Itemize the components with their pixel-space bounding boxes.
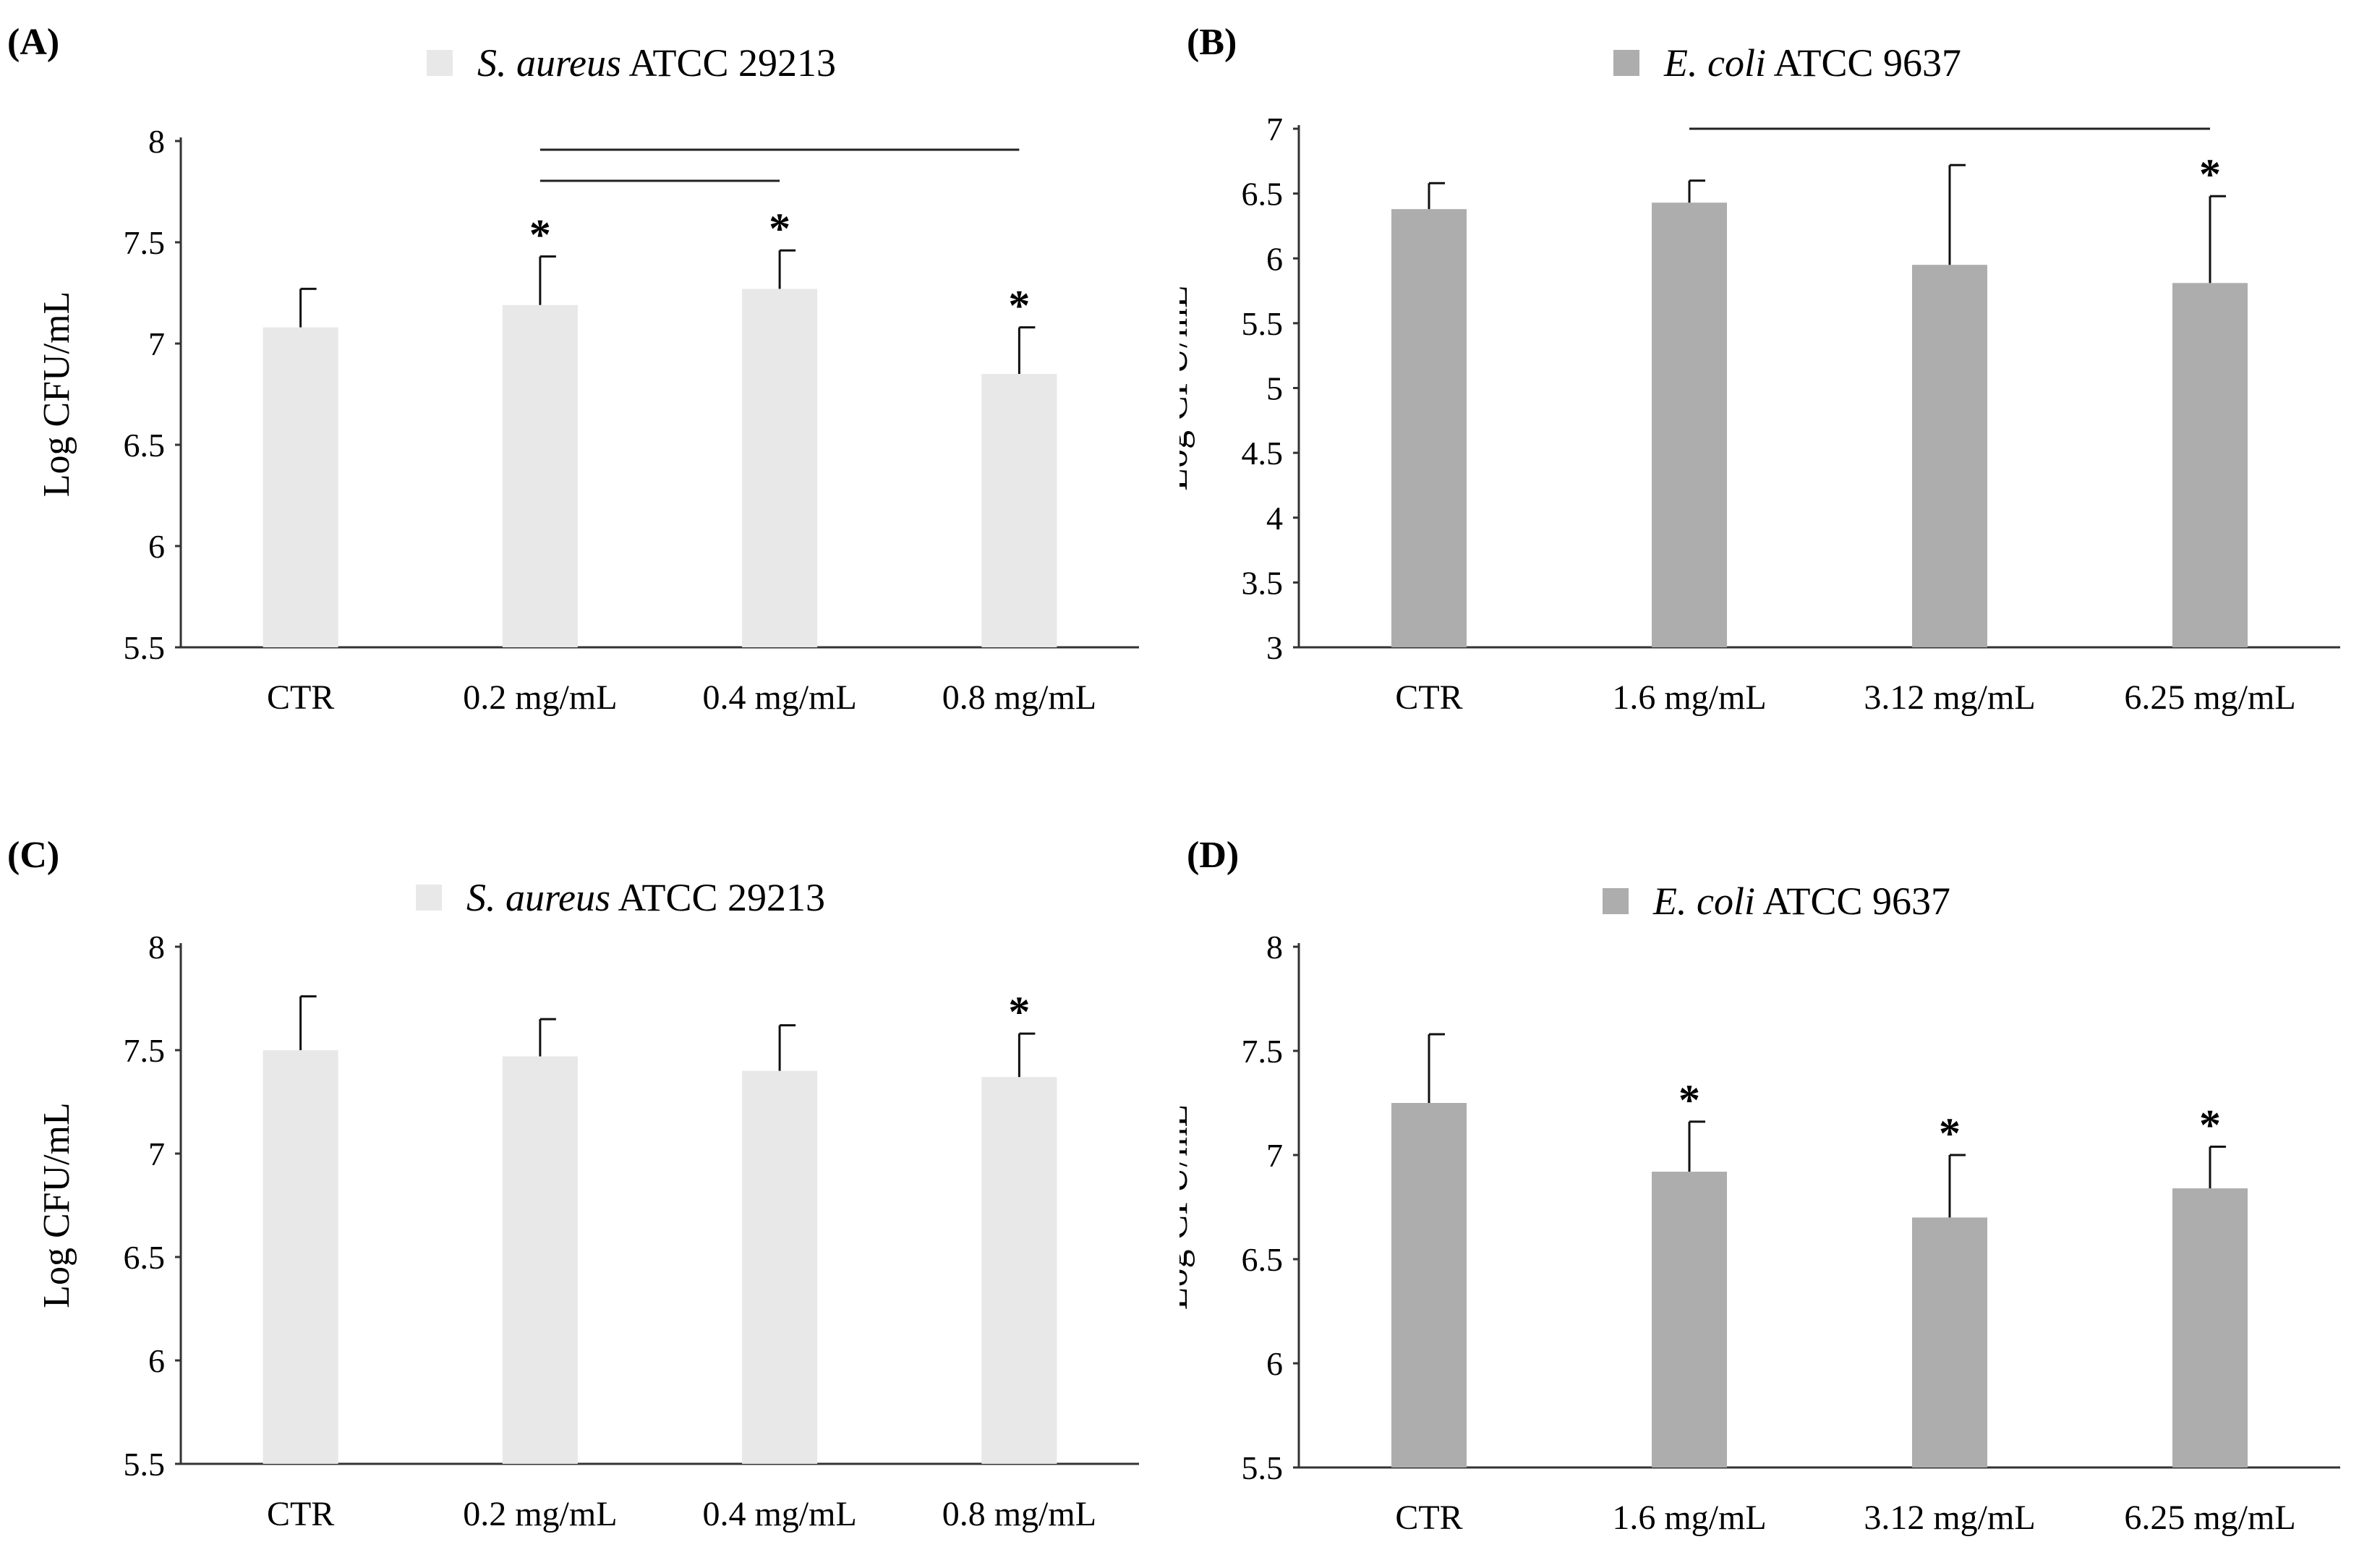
category-label: 0.4 mg/mL — [702, 1495, 856, 1533]
bar — [1912, 1217, 1987, 1467]
category-label: 0.8 mg/mL — [942, 1495, 1096, 1533]
legend-strain: ATCC 9637 — [1755, 879, 1950, 923]
legend-strain: ATCC 29213 — [610, 876, 825, 919]
bar — [981, 374, 1057, 647]
legend-swatch — [416, 885, 442, 911]
bar — [742, 1070, 818, 1464]
category-label: 0.2 mg/mL — [463, 1495, 617, 1533]
y-tick-label: 7.5 — [124, 1032, 166, 1069]
bar — [263, 327, 338, 647]
bar — [1652, 1172, 1727, 1467]
legend-label: E. coli ATCC 9637 — [1663, 41, 1961, 85]
category-label: 6.25 mg/mL — [2124, 1499, 2295, 1537]
y-axis-title: Log CFU/mL — [36, 1102, 77, 1308]
y-tick-label: 4 — [1266, 500, 1283, 537]
y-tick-label: 4.5 — [1242, 435, 1284, 472]
y-tick-label: 7 — [1266, 1137, 1283, 1174]
y-tick-label: 7 — [148, 325, 165, 362]
panel-label: (B) — [1187, 22, 1237, 63]
panel-c: (C) S. aureus ATCC 29213 5.5 6 6.5 7 7.5 8 Log C… — [0, 784, 1180, 1568]
y-axis-title: Log CFU/mL — [36, 291, 77, 498]
y-tick-label: 8 — [148, 123, 165, 160]
legend-label: S. aureus ATCC 29213 — [466, 876, 825, 919]
y-axis-title: Log CFU/mL — [1180, 1104, 1195, 1311]
y-tick-label: 6.5 — [1242, 1241, 1284, 1278]
y-tick-label: 8 — [148, 929, 165, 966]
legend-strain: ATCC 29213 — [621, 41, 836, 85]
legend-swatch — [1613, 50, 1639, 76]
y-tick-label: 5.5 — [1242, 1449, 1284, 1486]
category-label: 0.4 mg/mL — [702, 678, 856, 717]
category-label: CTR — [267, 1495, 334, 1533]
category-label: CTR — [1395, 678, 1462, 717]
category-label: 0.2 mg/mL — [463, 678, 617, 717]
bar — [1391, 1103, 1467, 1467]
category-label: CTR — [1395, 1499, 1462, 1537]
significance-star: * — [529, 211, 551, 259]
category-label: CTR — [267, 678, 334, 717]
category-label: 3.12 mg/mL — [1864, 1499, 2035, 1537]
y-tick-label: 7.5 — [1242, 1033, 1284, 1070]
y-tick-label: 8 — [1266, 929, 1283, 966]
y-tick-label: 6.5 — [1242, 176, 1284, 213]
category-label: 1.6 mg/mL — [1612, 678, 1766, 717]
legend-swatch — [427, 50, 453, 76]
y-tick-label: 3 — [1266, 629, 1283, 666]
bar — [1652, 203, 1727, 647]
bar — [1912, 265, 1987, 647]
y-tick-label: 6.5 — [124, 1239, 166, 1276]
chart-svg: (A) S. aureus ATCC 29213 5.5 6 6.5 7 7.5 8 Log C… — [7, 22, 1139, 717]
legend-label: S. aureus ATCC 29213 — [477, 41, 836, 85]
significance-star: * — [1008, 988, 1030, 1036]
legend-label: E. coli ATCC 9637 — [1652, 879, 1950, 923]
y-tick-label: 6.5 — [124, 427, 166, 464]
panel-label: (C) — [7, 835, 59, 876]
category-label: 0.8 mg/mL — [942, 678, 1096, 717]
y-tick-label: 7 — [148, 1135, 165, 1172]
y-tick-label: 5.5 — [124, 629, 166, 666]
panel-d: (D) E. coli ATCC 9637 5.5 6 6.5 7 7.5 8 Log CFU/… — [1180, 784, 2359, 1568]
legend-species: E. coli — [1652, 879, 1755, 923]
chart-svg: (B) E. coli ATCC 9637 3 3.5 4 4.5 5 5.5 6 6.5 7 Log… — [1180, 22, 2340, 717]
y-tick-label: 6 — [1266, 1345, 1283, 1382]
chart-svg: (C) S. aureus ATCC 29213 5.5 6 6.5 7 7.5 8 Log C… — [7, 835, 1139, 1533]
bar — [981, 1077, 1057, 1464]
bar — [502, 304, 578, 647]
legend-species: S. aureus — [477, 41, 621, 85]
y-tick-label: 6 — [148, 1342, 165, 1379]
category-label: 6.25 mg/mL — [2124, 678, 2295, 717]
bar — [2172, 1188, 2248, 1467]
legend-strain: ATCC 9637 — [1766, 41, 1961, 85]
y-tick-label: 6 — [148, 528, 165, 565]
category-label: 3.12 mg/mL — [1864, 678, 2035, 717]
bar — [742, 289, 818, 647]
significance-star: * — [1008, 282, 1030, 330]
bar — [263, 1050, 338, 1464]
y-tick-label: 3.5 — [1242, 564, 1284, 601]
category-label: 1.6 mg/mL — [1612, 1499, 1766, 1537]
bar — [2172, 283, 2248, 647]
y-tick-label: 7 — [1266, 111, 1283, 148]
y-tick-label: 5 — [1266, 370, 1283, 407]
panel-label: (A) — [7, 22, 59, 63]
significance-star: * — [769, 205, 790, 252]
significance-star: * — [1939, 1109, 1961, 1157]
panel-label: (D) — [1187, 835, 1239, 876]
y-tick-label: 5.5 — [1242, 305, 1284, 342]
legend-species: E. coli — [1663, 41, 1766, 85]
chart-svg: (D) E. coli ATCC 9637 5.5 6 6.5 7 7.5 8 Log CFU/… — [1180, 835, 2340, 1537]
significance-star: * — [1678, 1076, 1700, 1124]
significance-star: * — [2199, 150, 2221, 198]
legend-swatch — [1603, 888, 1629, 914]
panel-b: (B) E. coli ATCC 9637 3 3.5 4 4.5 5 5.5 6 6.5 7 Log… — [1180, 0, 2359, 784]
y-tick-label: 7.5 — [124, 224, 166, 261]
y-axis-title: Log CFU/mL — [1180, 285, 1195, 491]
legend-species: S. aureus — [466, 876, 610, 919]
significance-star: * — [2199, 1101, 2221, 1149]
bar — [502, 1056, 578, 1464]
y-tick-label: 6 — [1266, 240, 1283, 277]
bar — [1391, 209, 1467, 647]
panel-a: (A) S. aureus ATCC 29213 5.5 6 6.5 7 7.5 8 Log C… — [0, 0, 1180, 784]
y-tick-label: 5.5 — [124, 1446, 166, 1483]
